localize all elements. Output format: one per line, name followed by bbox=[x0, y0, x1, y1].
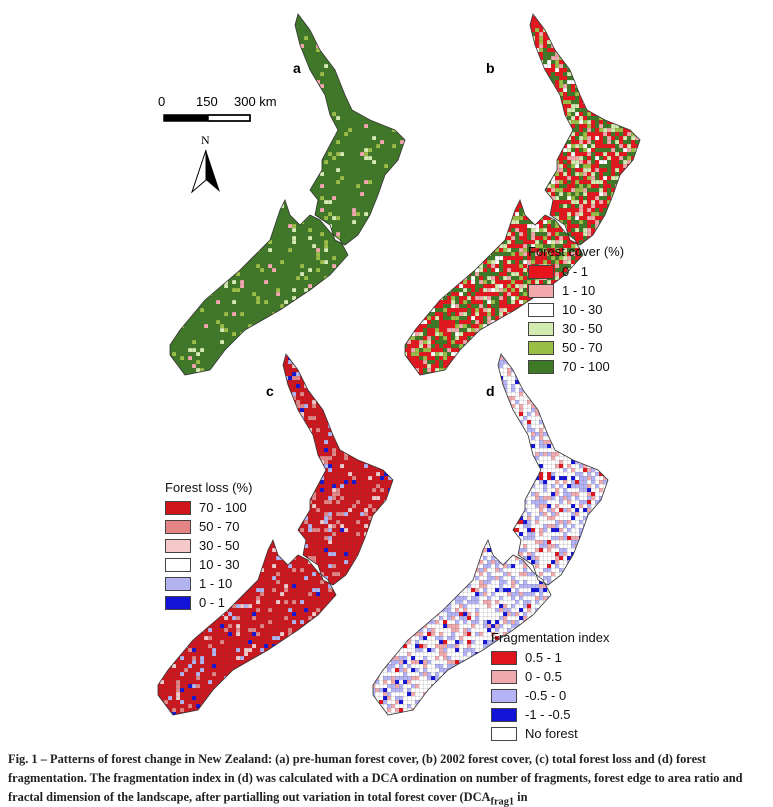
legend-item: 1 - 10 bbox=[528, 281, 624, 300]
legend-item: 50 - 70 bbox=[165, 517, 252, 536]
legend-item: 10 - 30 bbox=[165, 555, 252, 574]
legend-swatch bbox=[528, 264, 554, 279]
legend-swatch bbox=[528, 283, 554, 298]
legend-item: 30 - 50 bbox=[528, 319, 624, 338]
legend-item: 0 - 1 bbox=[165, 593, 252, 612]
legend-swatch bbox=[491, 707, 517, 722]
legend-title: Fragmentation index bbox=[491, 630, 610, 645]
legend-item: 70 - 100 bbox=[165, 498, 252, 517]
map-panel-a bbox=[169, 13, 406, 376]
caption-suffix: in bbox=[514, 790, 527, 804]
legend-label: 30 - 50 bbox=[562, 321, 602, 336]
north-arrow-icon bbox=[190, 149, 220, 194]
legend-label: 0 - 1 bbox=[199, 595, 225, 610]
legend-swatch bbox=[165, 500, 191, 515]
legend-swatch bbox=[165, 595, 191, 610]
panel-label-c: c bbox=[266, 383, 274, 399]
legend-item: 0 - 1 bbox=[528, 262, 624, 281]
panel-label-a: a bbox=[293, 60, 301, 76]
legend-swatch bbox=[165, 557, 191, 572]
legend-swatch bbox=[165, 519, 191, 534]
scale-bar bbox=[163, 114, 251, 122]
legend-forest-loss: Forest loss (%) 70 - 100 50 - 70 30 - 50 10 … bbox=[165, 480, 252, 612]
legend-item: No forest bbox=[491, 724, 610, 743]
legend-title: Forest cover (%) bbox=[528, 244, 624, 259]
legend-label: 70 - 100 bbox=[562, 359, 610, 374]
legend-swatch bbox=[491, 650, 517, 665]
legend-item: 30 - 50 bbox=[165, 536, 252, 555]
figure-caption: Fig. 1 – Patterns of forest change in Ne… bbox=[8, 750, 768, 807]
legend-fragmentation: Fragmentation index 0.5 - 1 0 - 0.5 -0.5 - … bbox=[491, 630, 610, 743]
map-cells bbox=[170, 14, 405, 375]
scale-tick-0: 0 bbox=[158, 94, 165, 109]
legend-forest-cover: Forest cover (%) 0 - 1 1 - 10 10 - 30 30 - 5… bbox=[528, 244, 624, 376]
panel-label-b: b bbox=[486, 60, 495, 76]
legend-label: 0.5 - 1 bbox=[525, 650, 562, 665]
legend-swatch bbox=[491, 726, 517, 741]
legend-label: 10 - 30 bbox=[562, 302, 602, 317]
legend-label: 50 - 70 bbox=[562, 340, 602, 355]
legend-swatch bbox=[528, 340, 554, 355]
legend-title: Forest loss (%) bbox=[165, 480, 252, 495]
legend-item: 0 - 0.5 bbox=[491, 667, 610, 686]
legend-label: 1 - 10 bbox=[562, 283, 595, 298]
caption-text: Patterns of forest change in New Zealand… bbox=[8, 752, 743, 804]
scale-tick-150: 150 bbox=[196, 94, 218, 109]
legend-item: 10 - 30 bbox=[528, 300, 624, 319]
legend-label: 50 - 70 bbox=[199, 519, 239, 534]
legend-label: 1 - 10 bbox=[199, 576, 232, 591]
legend-label: 0 - 0.5 bbox=[525, 669, 562, 684]
caption-subscript: frag1 bbox=[491, 796, 515, 807]
legend-swatch bbox=[528, 321, 554, 336]
legend-label: -1 - -0.5 bbox=[525, 707, 571, 722]
legend-label: 0 - 1 bbox=[562, 264, 588, 279]
legend-label: No forest bbox=[525, 726, 578, 741]
caption-prefix: Fig. 1 – bbox=[8, 752, 50, 766]
legend-swatch bbox=[528, 302, 554, 317]
legend-item: 70 - 100 bbox=[528, 357, 624, 376]
legend-item: -0.5 - 0 bbox=[491, 686, 610, 705]
legend-label: 10 - 30 bbox=[199, 557, 239, 572]
legend-item: -1 - -0.5 bbox=[491, 705, 610, 724]
legend-swatch bbox=[165, 576, 191, 591]
legend-swatch bbox=[528, 359, 554, 374]
legend-label: 30 - 50 bbox=[199, 538, 239, 553]
legend-swatch bbox=[491, 669, 517, 684]
panel-label-d: d bbox=[486, 383, 495, 399]
legend-swatch bbox=[165, 538, 191, 553]
legend-swatch bbox=[491, 688, 517, 703]
scale-tick-300: 300 km bbox=[234, 94, 277, 109]
legend-label: -0.5 - 0 bbox=[525, 688, 566, 703]
legend-item: 0.5 - 1 bbox=[491, 648, 610, 667]
legend-item: 50 - 70 bbox=[528, 338, 624, 357]
maps-figure bbox=[157, 13, 641, 716]
legend-item: 1 - 10 bbox=[165, 574, 252, 593]
legend-label: 70 - 100 bbox=[199, 500, 247, 515]
north-label: N bbox=[201, 133, 210, 148]
